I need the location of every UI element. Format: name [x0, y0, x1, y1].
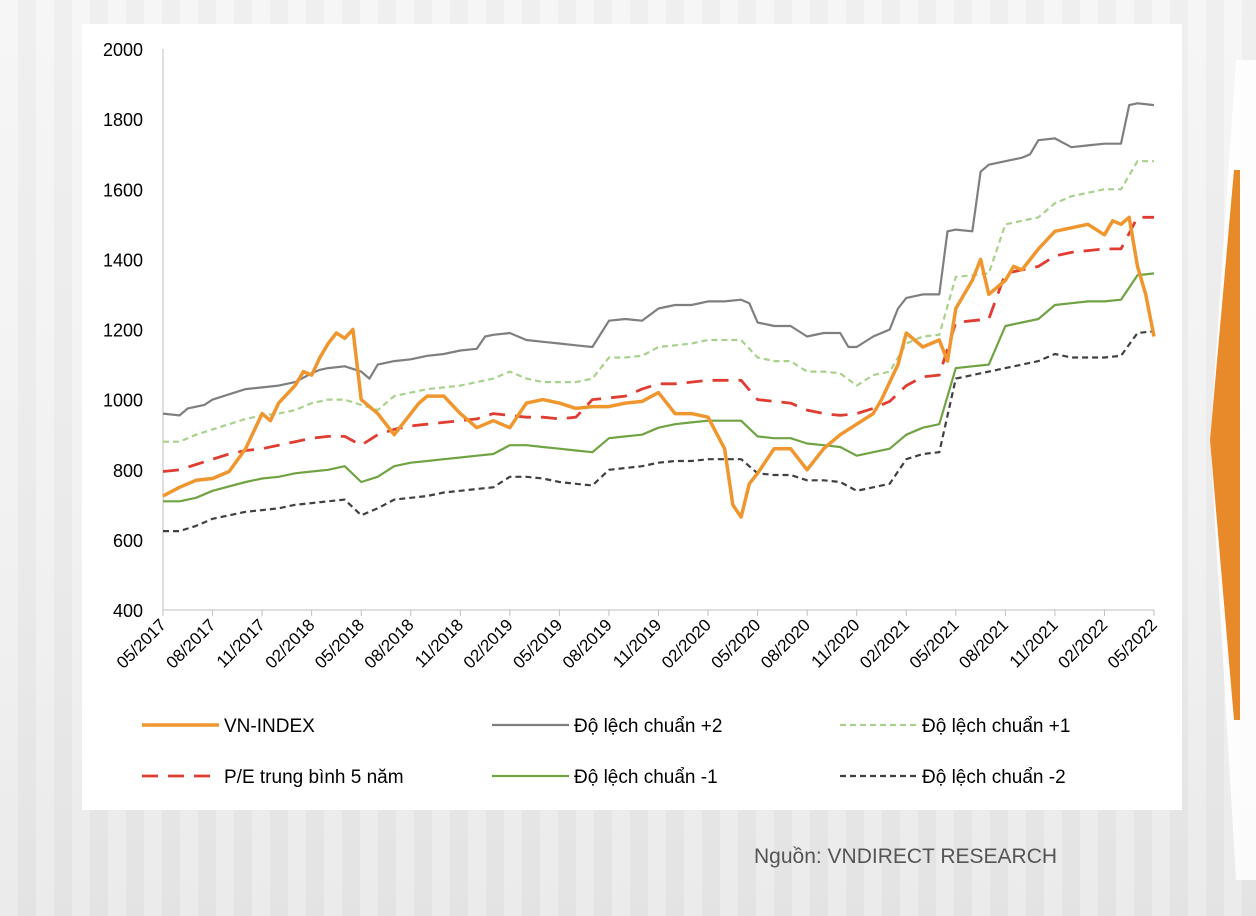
x-tick-label: 05/2018	[311, 615, 368, 672]
x-tick-label: 02/2021	[856, 615, 913, 672]
series-line-sd_plus1	[163, 160, 1154, 443]
x-tick-label: 11/2019	[609, 615, 665, 671]
x-tick-label: 05/2020	[708, 615, 765, 672]
y-tick-label: 1200	[103, 321, 143, 341]
x-tick-label: 05/2022	[1104, 615, 1161, 672]
x-tick-label: 02/2022	[1054, 615, 1111, 672]
y-tick-label: 600	[113, 531, 143, 551]
chart-panel: 400 600 800 1000 1200 1400 1600 1800 2000 05/2017…	[82, 24, 1182, 810]
series-line-sd_minus1	[163, 272, 1155, 503]
y-tick-label: 1600	[103, 180, 143, 200]
orange-accent-shape	[1210, 60, 1256, 880]
series-line-pe_avg	[162, 215, 1154, 473]
x-tick-label: 02/2020	[658, 615, 715, 672]
x-tick-label: 05/2019	[509, 615, 566, 672]
pe-band-chart: 400 600 800 1000 1200 1400 1600 1800 2000 05/2017…	[103, 40, 1161, 788]
series-line-vnindex	[162, 215, 1156, 519]
legend-label: P/E trung bình 5 năm	[224, 767, 404, 788]
y-tick-label: 1400	[103, 250, 143, 270]
x-tick-label: 11/2021	[1006, 615, 1062, 671]
legend-label: Độ lệch chuẩn -1	[574, 767, 718, 788]
series-line-sd_minus2	[163, 330, 1155, 533]
source-note: Nguồn: VNDIRECT RESEARCH	[754, 845, 1058, 868]
legend-label: Độ lệch chuẩn +1	[922, 716, 1070, 737]
x-tick-label: 11/2020	[808, 615, 864, 671]
y-tick-label: 800	[113, 461, 143, 481]
x-tick-label: 08/2021	[955, 615, 1012, 672]
x-tick-label: 11/2018	[411, 615, 467, 671]
x-tick-label: 11/2017	[213, 615, 269, 671]
x-tick-label: 05/2017	[113, 615, 170, 672]
y-tick-label: 1000	[103, 391, 143, 411]
x-tick-label: 08/2018	[361, 615, 418, 672]
legend-label: VN-INDEX	[224, 716, 315, 737]
x-tick-label: 02/2018	[262, 615, 319, 672]
series-line-sd_plus2	[162, 102, 1155, 417]
legend-label: Độ lệch chuẩn -2	[922, 767, 1066, 788]
x-tick-label: 08/2017	[162, 615, 219, 672]
x-tick-label: 08/2019	[559, 615, 616, 672]
x-tick-label: 08/2020	[757, 615, 814, 672]
y-tick-label: 2000	[103, 40, 143, 60]
x-tick-label: 05/2021	[906, 615, 963, 672]
legend-label: Độ lệch chuẩn +2	[574, 716, 722, 737]
y-tick-label: 1800	[103, 110, 143, 130]
x-tick-label: 02/2019	[460, 615, 517, 672]
y-tick-label: 400	[113, 601, 143, 621]
